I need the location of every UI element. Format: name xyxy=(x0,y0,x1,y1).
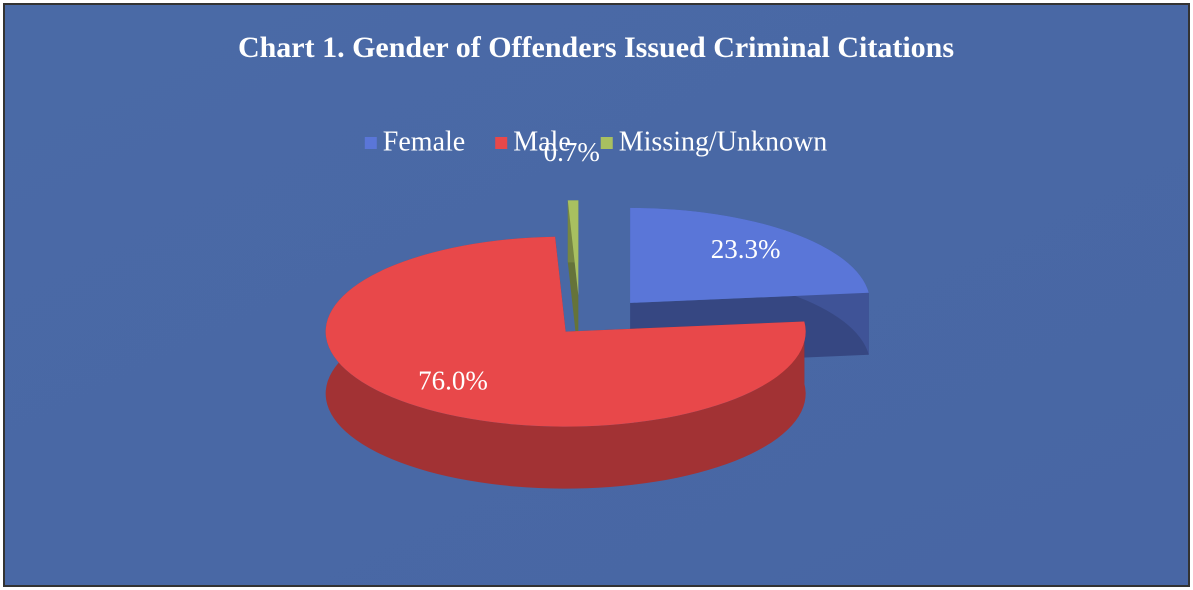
pie-slice xyxy=(630,207,869,303)
legend-item: Male xyxy=(495,126,571,157)
data-label: 23.3% xyxy=(711,234,781,264)
legend-swatch xyxy=(364,137,377,149)
data-labels: 23.3% 76.0% 0.7% xyxy=(418,137,780,396)
legend-item: Female xyxy=(364,126,465,157)
legend-label: Female xyxy=(383,126,465,157)
legend-label: Male xyxy=(513,126,571,157)
legend-swatch xyxy=(495,137,508,149)
pie-slice xyxy=(325,236,806,427)
legend-swatch xyxy=(600,137,613,149)
data-label: 0.7% xyxy=(544,137,600,167)
legend: Female Male Missing/Unknown xyxy=(364,126,827,157)
chart-title: Chart 1. Gender of Offenders Issued Crim… xyxy=(238,31,954,64)
data-label: 76.0% xyxy=(418,366,488,396)
legend-item: Missing/Unknown xyxy=(600,126,827,157)
pie-slice xyxy=(567,200,579,296)
chart-background xyxy=(3,3,1190,587)
legend-items: Female Male Missing/Unknown xyxy=(364,126,827,157)
pie-tops xyxy=(325,200,869,427)
legend-label: Missing/Unknown xyxy=(619,126,827,157)
